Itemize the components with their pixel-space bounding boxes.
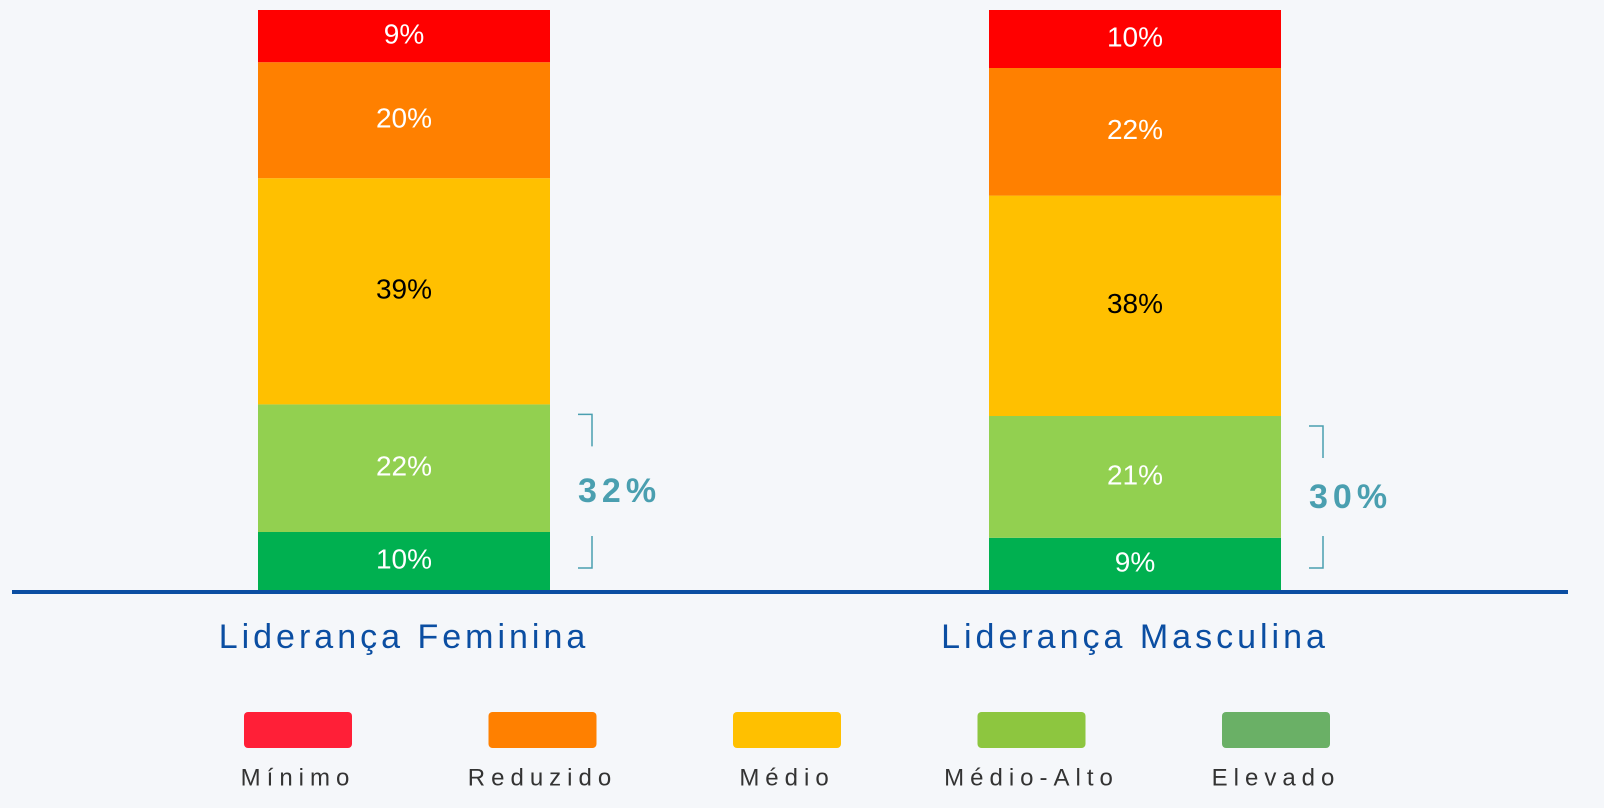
bar-segment	[989, 416, 1281, 538]
value-label: 38%	[1107, 288, 1163, 319]
value-label: 20%	[376, 103, 432, 134]
annotation: 30%	[1309, 478, 1392, 516]
bar-segment	[989, 10, 1281, 68]
value-label: 9%	[1115, 546, 1155, 577]
value-label: 22%	[376, 451, 432, 482]
legend-label: Médio	[739, 764, 834, 791]
legend-label: Médio-Alto	[944, 764, 1119, 791]
bar-segment	[989, 537, 1281, 590]
value-label: 10%	[376, 543, 432, 574]
bar-segment	[258, 62, 550, 179]
legend-swatch	[733, 712, 841, 748]
legend-label: Mínimo	[241, 764, 356, 791]
bracket	[578, 536, 593, 569]
legend-swatch	[977, 712, 1086, 748]
annotation: 32%	[578, 472, 661, 510]
bar-segment	[258, 532, 550, 590]
legend-label: Reduzido	[468, 764, 617, 791]
bar-segment	[258, 404, 550, 532]
bar-segment	[989, 195, 1281, 416]
legend-swatch	[244, 712, 352, 748]
value-label: 22%	[1107, 114, 1163, 145]
category-label: Liderança Feminina	[219, 618, 590, 656]
bracket	[1309, 425, 1324, 458]
value-label: 9%	[384, 18, 424, 49]
value-label: 39%	[376, 274, 432, 305]
bar-segment	[989, 68, 1281, 196]
legend-label: Elevado	[1212, 764, 1341, 791]
value-label: 10%	[1107, 21, 1163, 52]
legend-swatch	[488, 712, 597, 748]
category-label: Liderança Masculina	[941, 618, 1329, 656]
bar-segment	[258, 10, 550, 63]
bracket	[1309, 536, 1324, 569]
legend-swatch	[1222, 712, 1330, 748]
bar-segment	[258, 178, 550, 405]
bracket	[578, 413, 593, 447]
value-label: 21%	[1107, 459, 1163, 490]
